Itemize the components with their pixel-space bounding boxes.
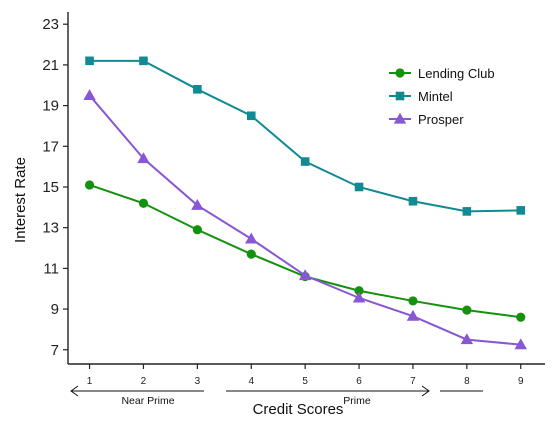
y-axis-title: Interest Rate bbox=[12, 157, 29, 243]
prime-label: Prime bbox=[343, 395, 371, 407]
legend-swatch-marker bbox=[393, 112, 407, 124]
prime-arrowhead bbox=[421, 385, 430, 397]
y-tick-label: 23 bbox=[42, 16, 59, 33]
lending-club-point bbox=[516, 312, 526, 322]
prosper-point bbox=[298, 269, 312, 281]
mintel-point bbox=[462, 207, 472, 216]
legend-swatch-marker bbox=[395, 68, 405, 78]
y-tick-label: 13 bbox=[42, 220, 59, 237]
legend-label: Prosper bbox=[418, 112, 464, 127]
lending-club-line bbox=[89, 184, 521, 319]
series-mintel bbox=[85, 56, 526, 216]
lending-club-point bbox=[84, 180, 95, 190]
legend-item-mintel: Mintel bbox=[389, 89, 453, 104]
x-tick-label: 8 bbox=[464, 376, 470, 387]
x-tick-label: 7 bbox=[410, 376, 416, 387]
x-tick-label: 5 bbox=[302, 376, 308, 387]
prosper-point bbox=[245, 232, 258, 244]
mintel-point bbox=[516, 206, 526, 215]
near-prime-range: Near Prime bbox=[70, 385, 204, 407]
prosper-point bbox=[137, 152, 150, 164]
mintel-point bbox=[354, 182, 364, 192]
y-tick-label: 17 bbox=[42, 138, 59, 155]
x-axis: 1 2 3 4 5 6 7 8 9 bbox=[68, 363, 545, 387]
prosper-point bbox=[352, 291, 366, 303]
legend-item-prosper: Prosper bbox=[389, 112, 464, 127]
series-lending-club bbox=[84, 180, 526, 322]
lending-club-point bbox=[192, 225, 202, 235]
prosper-point bbox=[406, 309, 420, 321]
prime-range: Prime bbox=[226, 385, 483, 407]
series-prosper bbox=[83, 89, 527, 350]
y-tick-label: 19 bbox=[42, 98, 59, 115]
y-tick-label: 7 bbox=[51, 342, 59, 359]
mintel-point bbox=[300, 157, 310, 166]
lending-club-point bbox=[462, 305, 472, 315]
legend: Lending Club Mintel Prosper bbox=[389, 66, 495, 127]
x-tick-label: 9 bbox=[518, 376, 524, 387]
mintel-point bbox=[246, 111, 256, 121]
mintel-line bbox=[89, 59, 521, 213]
y-axis: 7 9 11 13 15 17 19 21 23 bbox=[42, 12, 69, 364]
prosper-point bbox=[460, 333, 474, 345]
legend-item-lending-club: Lending Club bbox=[389, 66, 495, 81]
x-tick-label: 2 bbox=[141, 376, 147, 387]
y-tick-label: 9 bbox=[51, 301, 59, 318]
prosper-point bbox=[514, 338, 527, 350]
legend-label: Lending Club bbox=[418, 66, 495, 81]
y-tick-label: 11 bbox=[43, 260, 59, 277]
mintel-point bbox=[408, 196, 418, 206]
mintel-point bbox=[139, 56, 148, 66]
legend-swatch-marker bbox=[395, 91, 405, 101]
near-prime-label: Near Prime bbox=[121, 395, 174, 407]
lending-club-point bbox=[138, 198, 149, 208]
mintel-point bbox=[85, 56, 94, 66]
lending-club-point bbox=[408, 296, 418, 306]
x-tick-label: 4 bbox=[248, 376, 254, 387]
x-tick-label: 1 bbox=[87, 376, 93, 387]
y-tick-label: 15 bbox=[42, 179, 59, 196]
y-tick-label: 21 bbox=[42, 57, 59, 74]
prosper-point bbox=[191, 198, 204, 210]
series-layer bbox=[83, 56, 527, 350]
x-axis-title: Credit Scores bbox=[253, 401, 344, 418]
prosper-point bbox=[83, 89, 96, 101]
lending-club-point bbox=[354, 286, 364, 296]
lending-club-point bbox=[246, 249, 256, 259]
near-prime-arrowhead bbox=[70, 385, 79, 397]
mintel-point bbox=[193, 85, 202, 94]
legend-label: Mintel bbox=[418, 89, 453, 104]
x-tick-label: 3 bbox=[195, 376, 201, 387]
x-tick-label: 6 bbox=[356, 376, 362, 387]
